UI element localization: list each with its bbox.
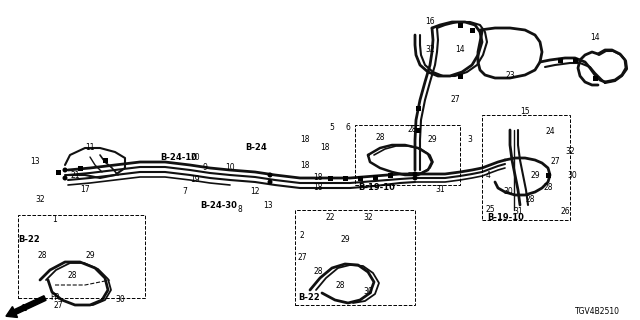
Text: 32: 32 [565,148,575,156]
Text: FR.: FR. [50,293,62,302]
Bar [77,165,83,171]
FancyArrow shape [6,296,46,317]
Text: 2: 2 [300,230,305,239]
Text: 32: 32 [35,196,45,204]
Text: 28: 28 [375,133,385,142]
Text: 4: 4 [486,171,490,180]
Text: 19: 19 [190,175,200,185]
Circle shape [63,167,67,172]
Text: 28: 28 [67,270,77,279]
Bar [470,28,474,33]
Text: 25: 25 [485,205,495,214]
Text: 27: 27 [297,253,307,262]
Text: 12: 12 [250,188,260,196]
Text: 27: 27 [450,95,460,105]
Text: 27: 27 [550,157,560,166]
Text: 13: 13 [263,201,273,210]
Text: 22: 22 [325,213,335,222]
Text: B-19-10: B-19-10 [487,213,524,222]
Text: B-24-30: B-24-30 [200,201,237,210]
Text: 28: 28 [407,125,417,134]
Bar [458,22,463,28]
Text: 14: 14 [455,45,465,54]
Bar [415,106,420,110]
Circle shape [63,175,67,180]
Text: 30: 30 [567,171,577,180]
Bar [573,58,577,62]
Circle shape [413,172,417,177]
Bar [482,115,570,220]
Text: 28: 28 [37,251,47,260]
Text: 32: 32 [363,213,373,222]
Text: B-24: B-24 [245,143,267,153]
Text: 18: 18 [313,173,323,182]
Text: 7: 7 [182,188,188,196]
Text: 9: 9 [203,164,207,172]
Text: 26: 26 [560,207,570,217]
Text: 11: 11 [85,142,95,151]
Text: 29: 29 [427,135,437,145]
Bar [355,125,460,185]
Text: 31: 31 [513,207,523,217]
Bar [102,157,108,163]
Text: 29: 29 [85,251,95,260]
Text: B-19-10: B-19-10 [358,183,395,193]
Text: 17: 17 [80,186,90,195]
Text: 30: 30 [115,295,125,305]
Bar [295,210,415,305]
Text: 8: 8 [237,205,243,214]
Text: 20: 20 [190,153,200,162]
Text: 31: 31 [435,186,445,195]
Text: 18: 18 [313,183,323,193]
Text: 3: 3 [468,135,472,145]
Circle shape [268,172,273,178]
Text: 28: 28 [525,196,535,204]
Bar [372,174,378,180]
Text: 14: 14 [590,34,600,43]
Bar [342,175,348,180]
Text: 10: 10 [225,164,235,172]
Bar [387,172,392,178]
Text: 28: 28 [335,281,345,290]
Text: 16: 16 [425,18,435,27]
Text: 28: 28 [543,183,553,193]
Text: B-24-10: B-24-10 [160,154,197,163]
Text: 21: 21 [70,171,80,180]
Text: 28: 28 [313,268,323,276]
Bar [358,175,362,180]
Text: 30: 30 [503,188,513,196]
Text: 24: 24 [545,127,555,137]
Bar [557,58,563,62]
Text: 5: 5 [330,124,335,132]
Text: 18: 18 [300,161,310,170]
Text: B-22: B-22 [18,236,40,244]
Text: 32: 32 [425,45,435,54]
Circle shape [268,180,273,185]
Text: 18: 18 [320,143,330,153]
Bar [415,127,420,132]
Text: 27: 27 [53,300,63,309]
Bar [545,172,550,178]
Text: 13: 13 [30,157,40,166]
Text: 18: 18 [300,135,310,145]
Bar [56,170,61,174]
Text: 6: 6 [346,124,351,132]
Text: 15: 15 [520,108,530,116]
Text: 23: 23 [505,70,515,79]
Circle shape [413,175,417,180]
Text: B-22: B-22 [298,293,320,302]
Text: 29: 29 [340,236,350,244]
Bar [18,215,145,298]
Bar [328,175,333,180]
Text: TGV4B2510: TGV4B2510 [575,308,620,316]
Text: 1: 1 [52,215,58,225]
Bar [458,74,463,78]
Bar [593,76,598,81]
Text: 30: 30 [363,287,373,297]
Text: 29: 29 [530,171,540,180]
